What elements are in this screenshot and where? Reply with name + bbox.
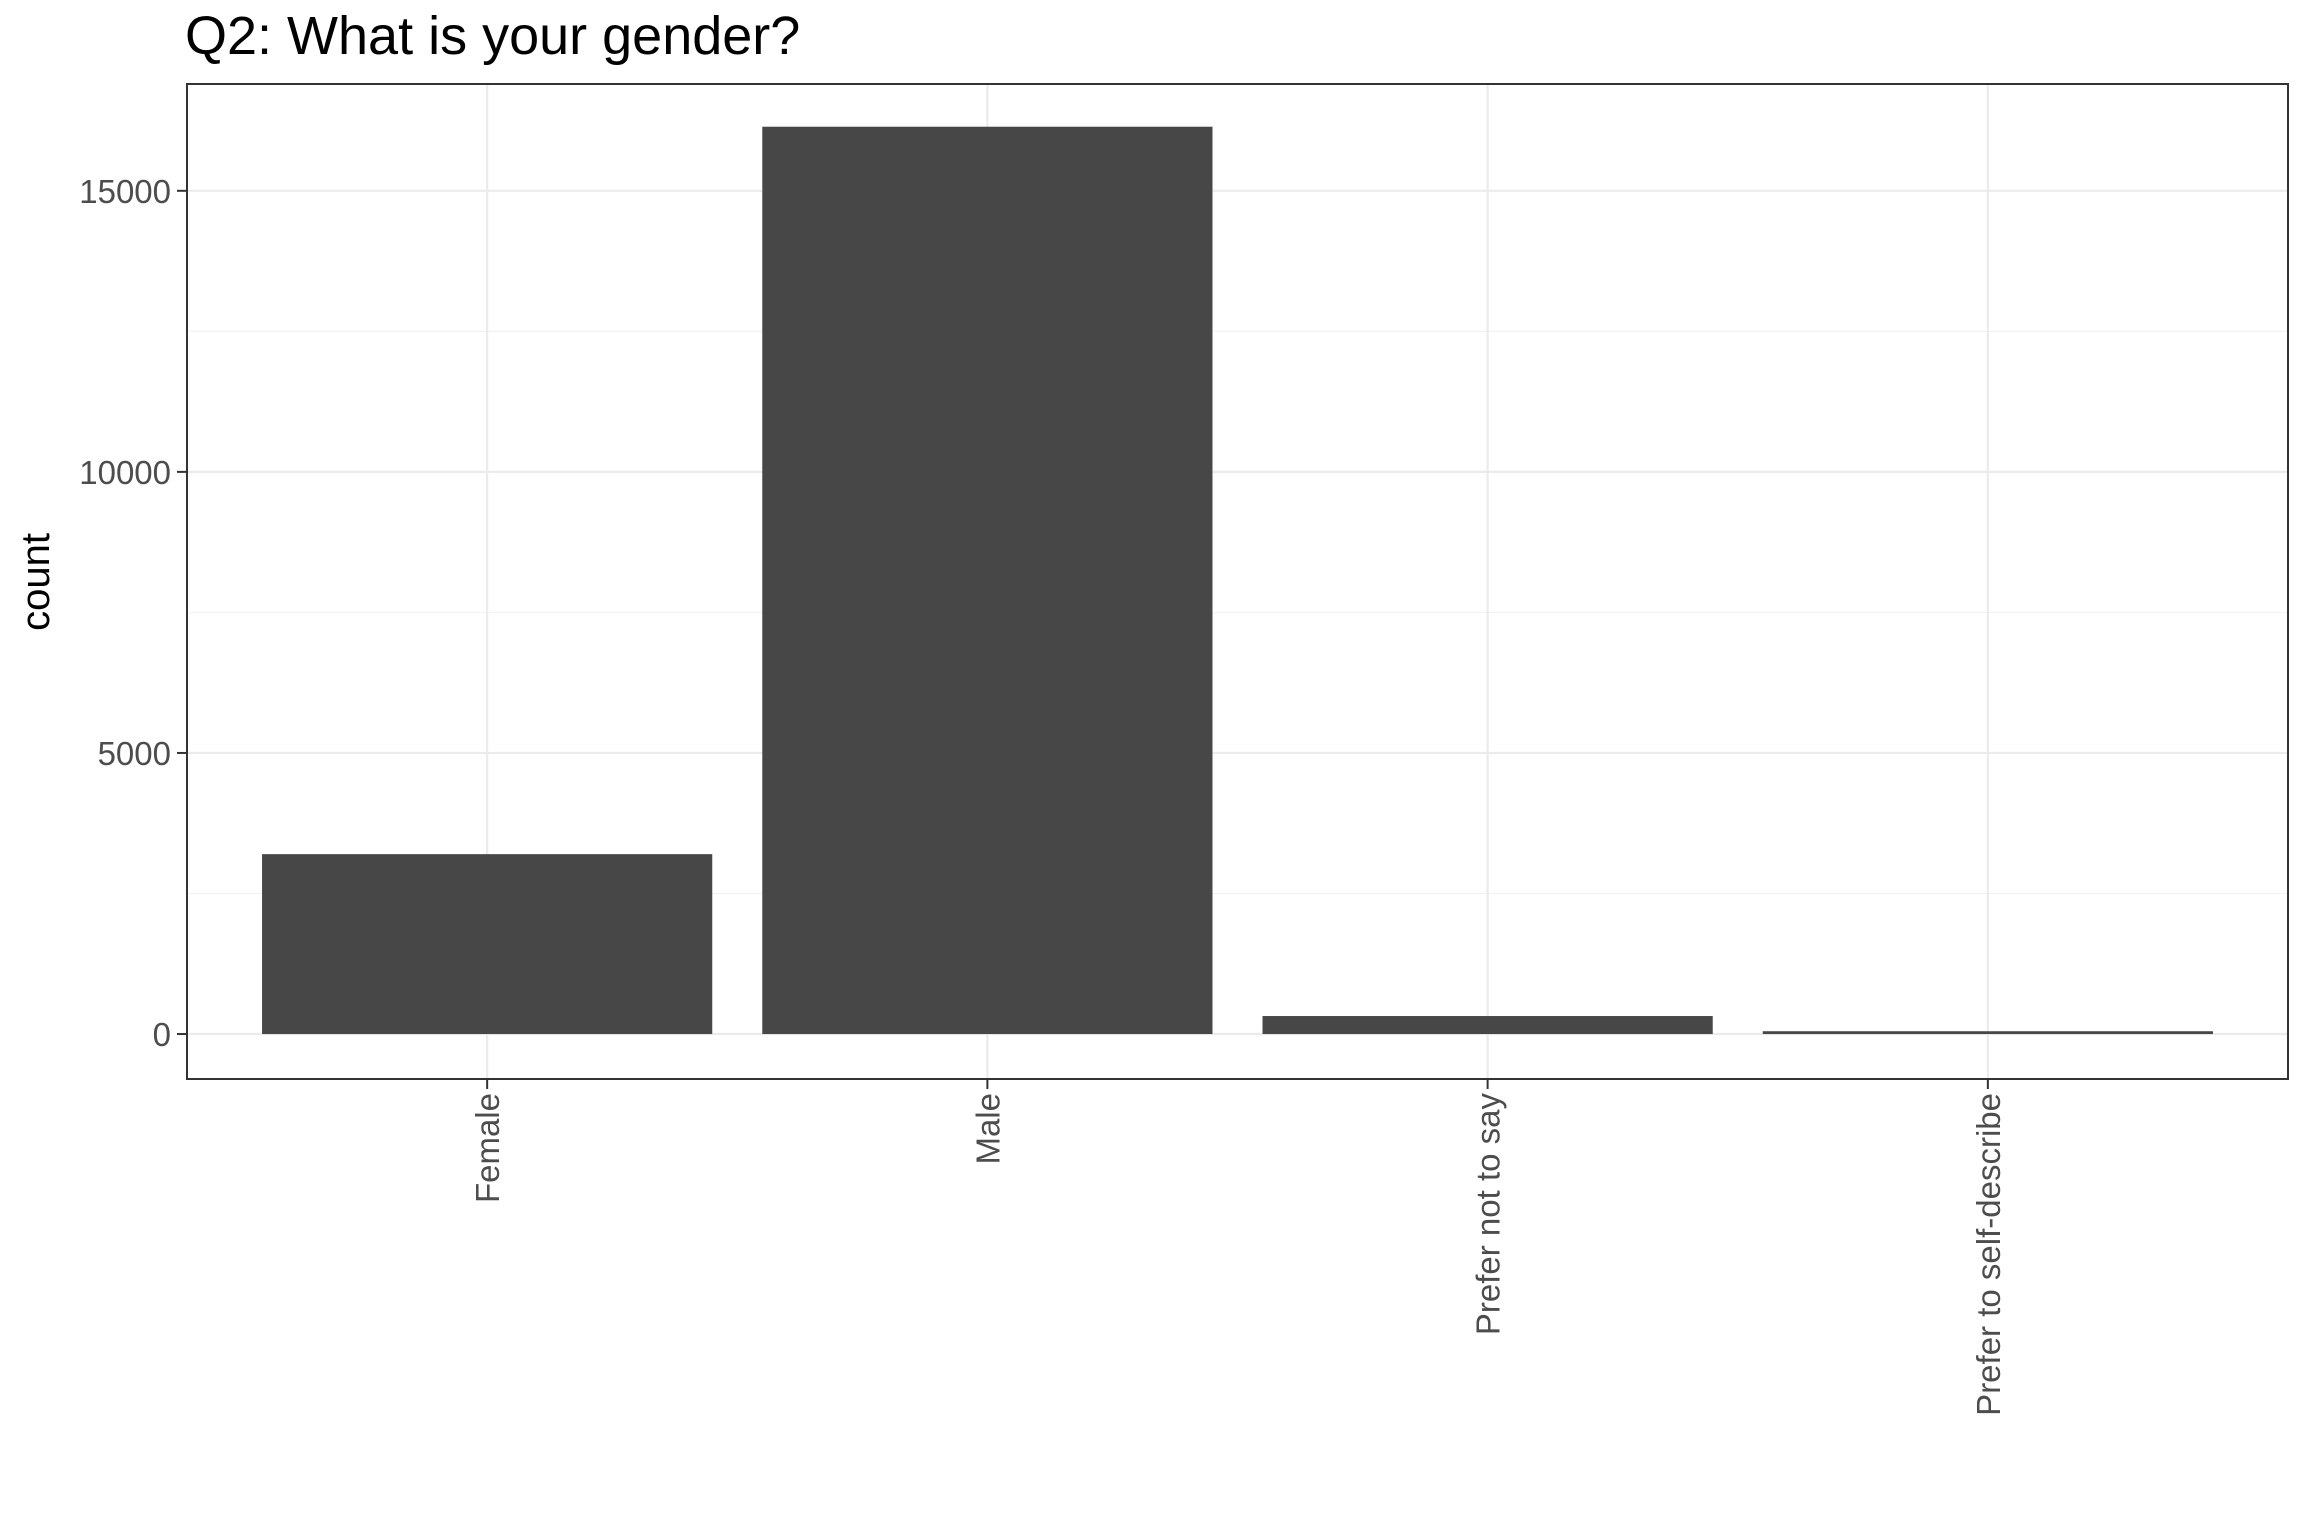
bar-female	[262, 854, 713, 1035]
y-tick-label: 5000	[98, 735, 171, 772]
plot-panel-border	[186, 83, 2289, 1080]
y-axis-ticks: 0 5000 10000 15000	[79, 173, 187, 1053]
bars	[262, 126, 2213, 1035]
x-tick-label: Prefer to self-describe	[1970, 1093, 2007, 1416]
chart-title: Q2: What is your gender?	[185, 6, 800, 66]
x-tick-label: Female	[469, 1093, 506, 1203]
bar-prefer-not-to-say	[1262, 1016, 1713, 1035]
bar-prefer-to-self-describe	[1762, 1031, 2213, 1035]
y-tick-label: 10000	[79, 454, 171, 491]
x-axis-ticks: Female Male Prefer not to say Prefer to sel…	[469, 1079, 2007, 1416]
bar-male	[762, 126, 1213, 1035]
x-tick-label: Male	[969, 1093, 1006, 1165]
y-axis-label: count	[14, 533, 58, 631]
y-tick-label: 0	[153, 1016, 171, 1053]
x-tick-label: Prefer not to say	[1470, 1093, 1507, 1336]
y-tick-label: 15000	[79, 173, 171, 210]
